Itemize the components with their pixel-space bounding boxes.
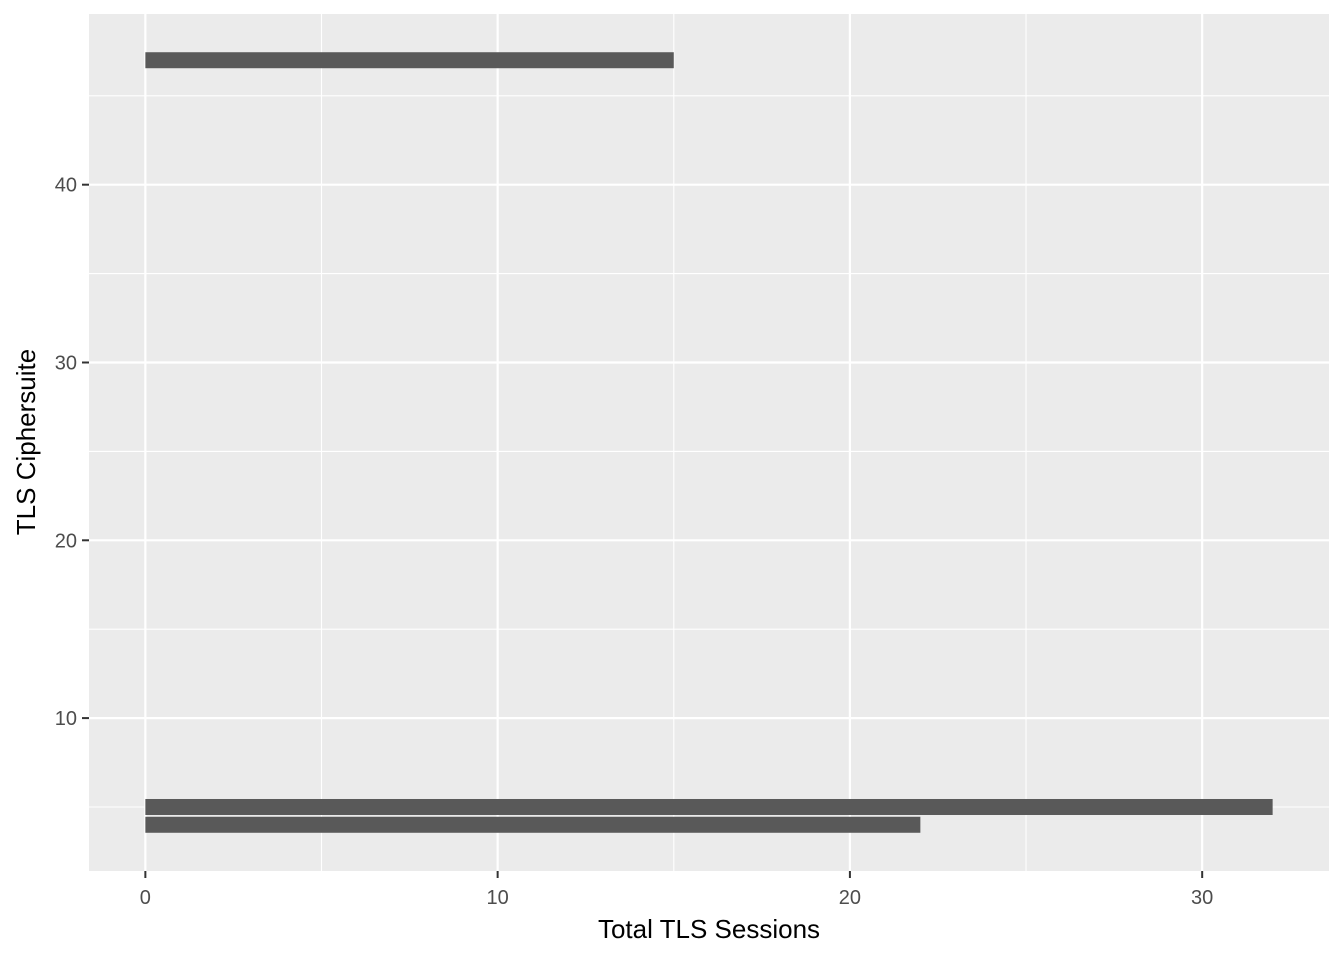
y-axis-title: TLS Ciphersuite	[11, 349, 41, 535]
x-tick-label: 0	[140, 887, 151, 909]
major-gridlines	[89, 14, 1329, 871]
y-axis: 10 20 30 40	[55, 175, 89, 730]
x-tick-label: 10	[487, 887, 509, 909]
x-tick-label: 30	[1191, 887, 1213, 909]
y-tick-label: 20	[55, 530, 77, 552]
y-tick-label: 10	[55, 708, 77, 730]
y-tick-label: 30	[55, 352, 77, 374]
x-axis-title: Total TLS Sessions	[598, 914, 820, 944]
plot-panel	[89, 14, 1329, 871]
bars	[145, 52, 1273, 833]
bar-category-47	[145, 52, 674, 69]
x-tick-label: 20	[839, 887, 861, 909]
bar-category-4	[145, 816, 921, 833]
bar-category-5	[145, 798, 1273, 815]
x-axis: 0 10 20 30	[140, 871, 1213, 909]
y-tick-label: 40	[55, 175, 77, 197]
